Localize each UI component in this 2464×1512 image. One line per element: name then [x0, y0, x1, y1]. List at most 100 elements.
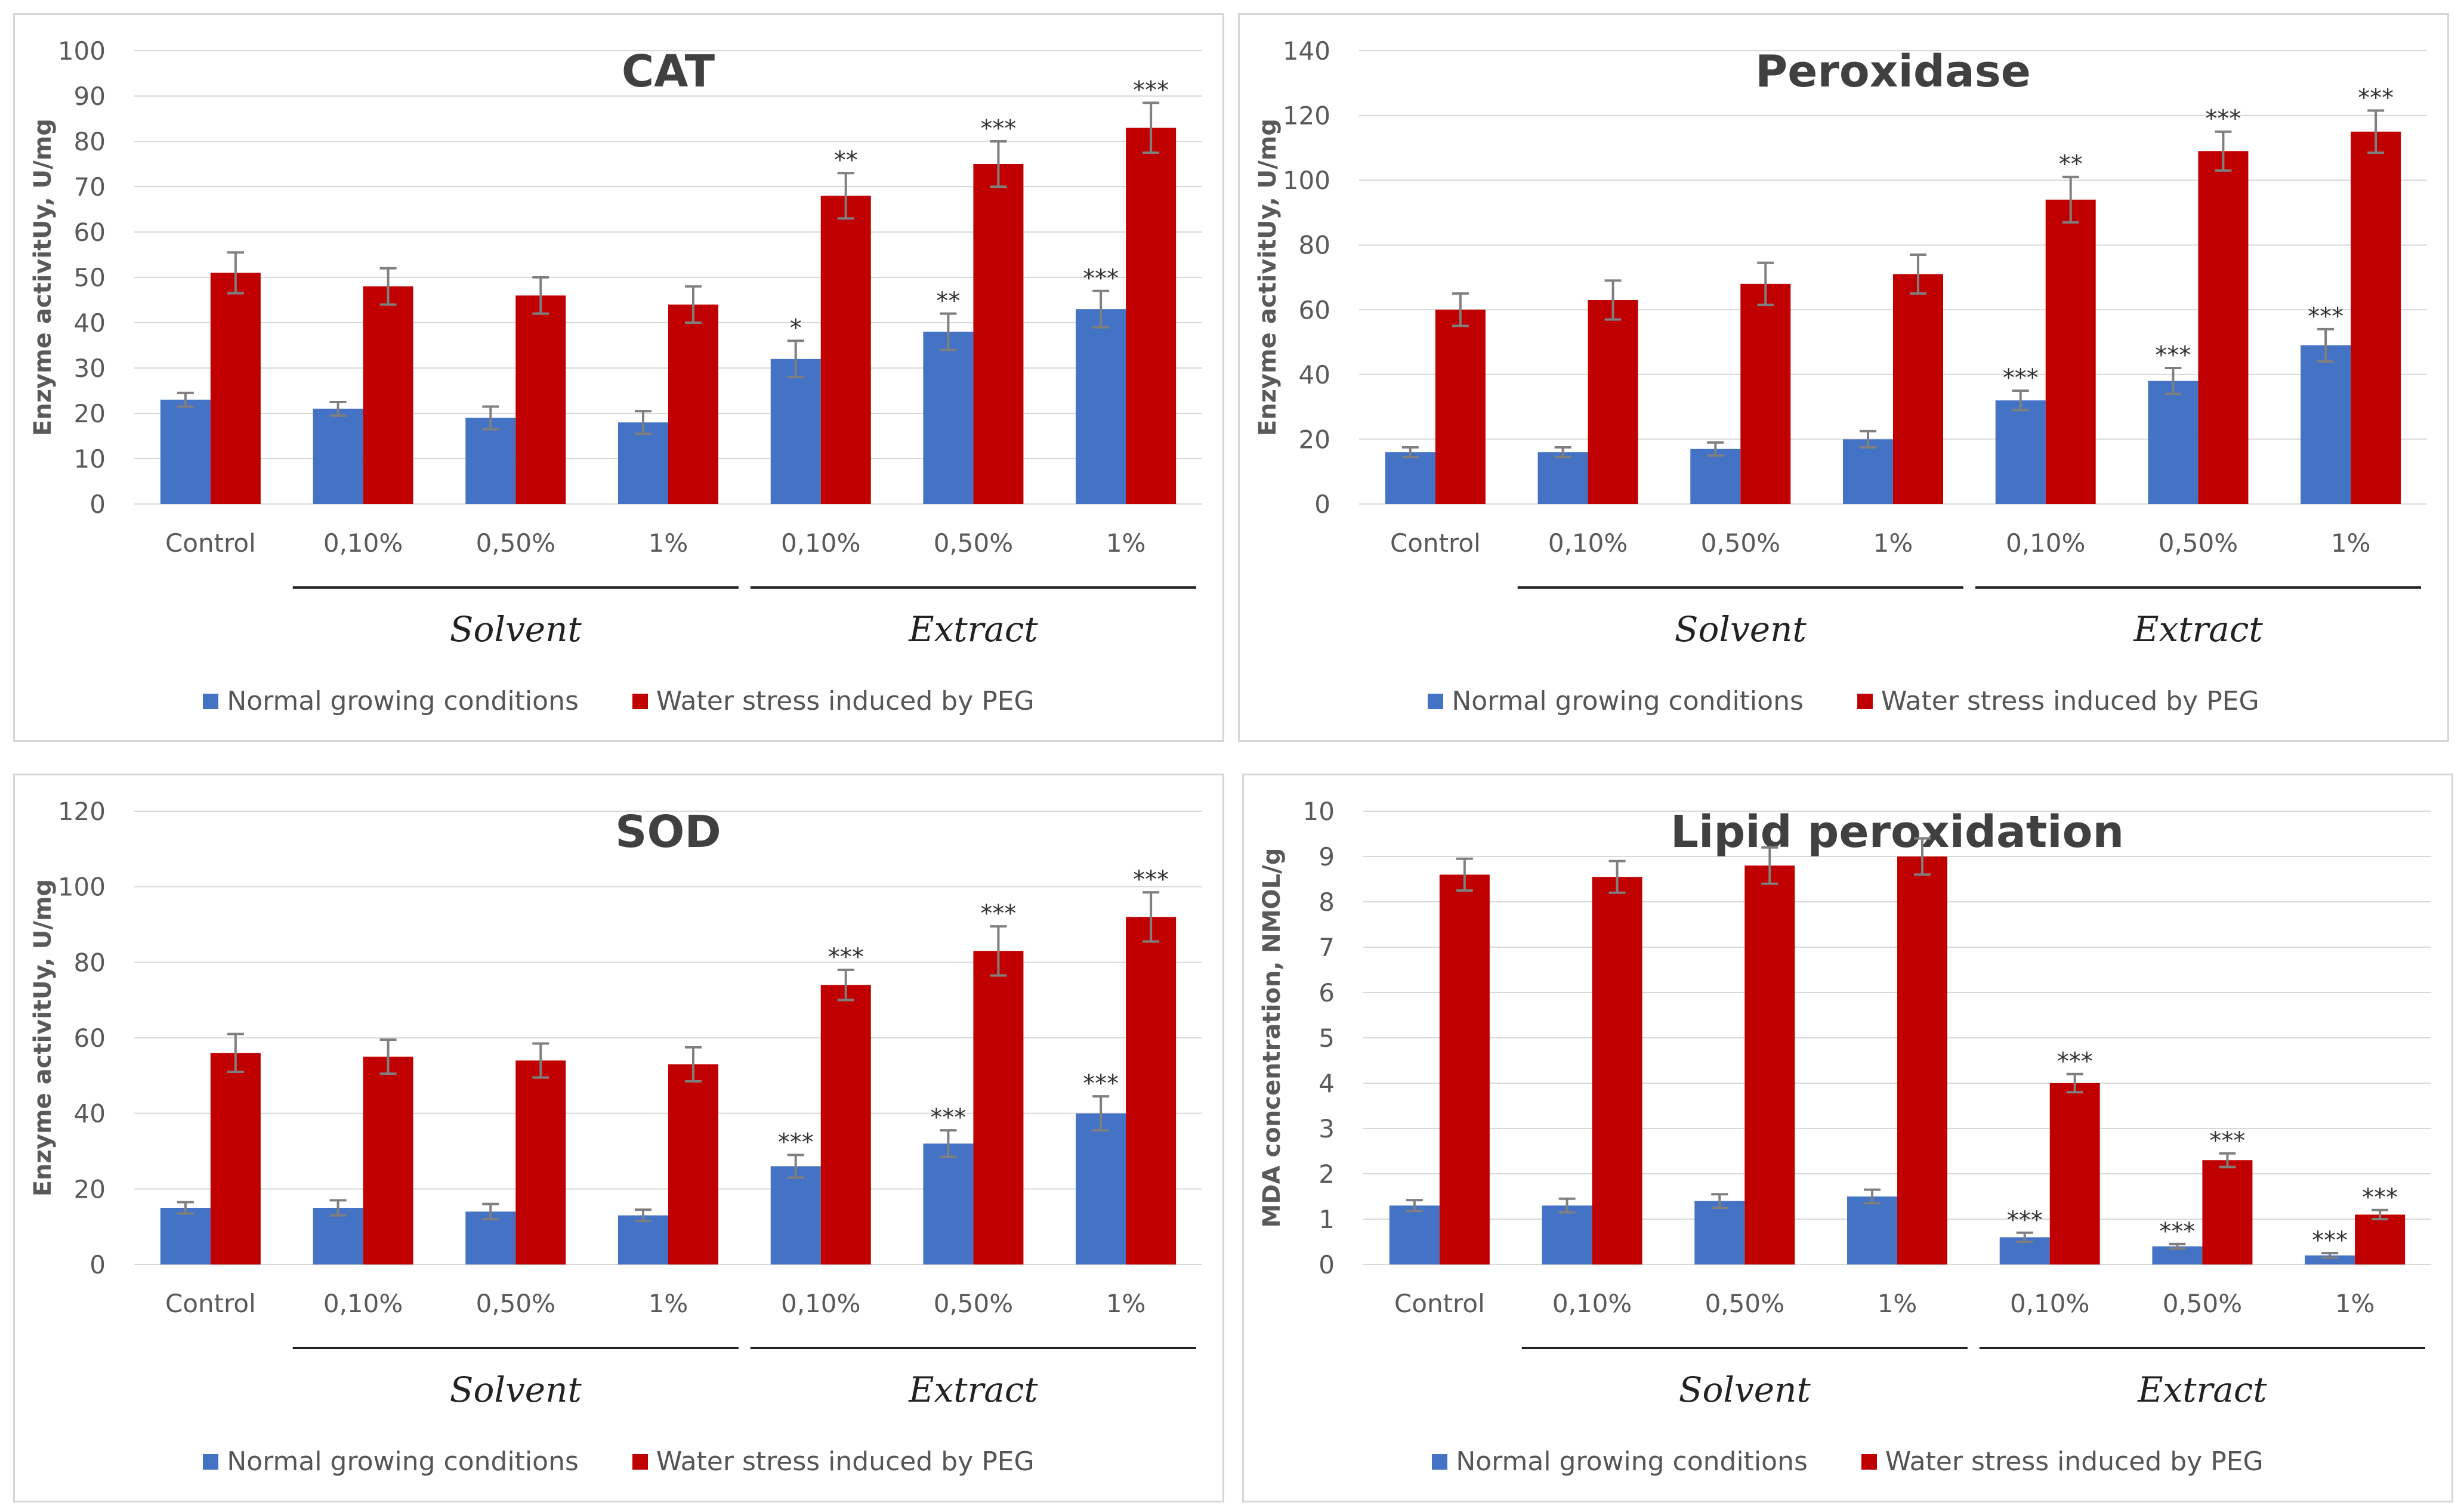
x-tick-label: 1% — [1878, 1289, 1918, 1318]
y-tick-label: 8 — [1319, 888, 1335, 917]
x-tick-label: 1% — [1873, 528, 1913, 558]
x-tick-label: 0,10% — [1552, 1289, 1632, 1318]
chart-title: Peroxidase — [1755, 46, 2031, 97]
chart-panel-cat: 0 10 20 30 40 50 60 70 80 90 100 CAT Enzyme activitU… — [13, 13, 1224, 742]
y-tick-label: 7 — [1319, 933, 1335, 962]
y-tick-label: 60 — [74, 1024, 106, 1053]
bar-normal — [313, 1208, 363, 1264]
y-tick-label: 40 — [1299, 360, 1330, 389]
bar-normal — [618, 422, 668, 504]
significance-label: *** — [1133, 866, 1169, 893]
bar-stress — [820, 985, 871, 1264]
bar-stress — [210, 1053, 261, 1264]
y-tick-label: 1 — [1319, 1205, 1335, 1234]
x-tick-label: 1% — [1106, 1289, 1146, 1318]
y-tick-label: 0 — [89, 490, 106, 519]
significance-label: *** — [2205, 106, 2241, 133]
x-tick-label: Control — [1394, 1289, 1485, 1318]
x-tick-label: 0,50% — [2163, 1289, 2242, 1318]
y-tick-label: 140 — [1283, 36, 1330, 66]
legend-swatch-stress — [632, 693, 648, 709]
group-label-extract: Extract — [908, 1369, 1038, 1410]
x-tick-label: 0,50% — [476, 1289, 555, 1318]
legend-label-normal: Normal growing conditions — [227, 686, 579, 716]
y-tick-label: 100 — [1283, 166, 1330, 195]
x-tick-label: 0,10% — [2010, 1289, 2089, 1318]
chart-title: SOD — [615, 806, 721, 858]
bar-normal — [923, 1143, 974, 1264]
chart-peroxidase: 0 20 40 60 80 100 120 140 Peroxidase Enzyme activ… — [1254, 36, 2427, 650]
y-tick-label: 30 — [74, 354, 106, 383]
significance-label: *** — [2358, 84, 2394, 112]
significance-label: *** — [2159, 1218, 2195, 1245]
bar-normal — [770, 1166, 821, 1264]
bar-stress — [515, 295, 566, 504]
group-label-solvent: Solvent — [1675, 609, 1807, 650]
y-tick-label: 100 — [58, 873, 106, 902]
legend-swatch-normal — [1432, 1454, 1448, 1470]
bar-stress — [2202, 1160, 2253, 1264]
x-tick-label: 0,50% — [934, 528, 1013, 558]
y-tick-label: 80 — [74, 948, 106, 977]
y-tick-label: 0 — [89, 1250, 106, 1279]
legend-label-stress: Water stress induced by PEG — [656, 686, 1035, 716]
y-tick-label: 10 — [74, 444, 106, 474]
bar-normal — [923, 332, 974, 504]
y-tick-label: 100 — [58, 36, 106, 66]
significance-label: ** — [2059, 151, 2083, 178]
bar-stress — [363, 1056, 413, 1264]
y-tick-label: 5 — [1319, 1024, 1335, 1053]
chart-lipid-peroxidation: 0 1 2 3 4 5 6 7 8 9 10 Lipid peroxidation MDA concen… — [1258, 797, 2431, 1410]
x-tick-label: 0,10% — [2006, 528, 2085, 558]
bar-normal — [465, 418, 516, 504]
bar-normal — [1389, 1205, 1440, 1264]
bar-normal — [1076, 1113, 1126, 1264]
legend-item-normal: Normal growing conditions — [203, 686, 579, 716]
chart-panel-peroxidase: 0 20 40 60 80 100 120 140 Peroxidase Enzyme activ… — [1238, 13, 2449, 742]
legend: Normal growing conditions Water stress i… — [1244, 1446, 2451, 1477]
significance-label: *** — [2362, 1184, 2398, 1211]
legend-swatch-normal — [1428, 693, 1444, 709]
y-tick-label: 0 — [1319, 1250, 1335, 1279]
y-tick-label: 3 — [1319, 1114, 1335, 1143]
bar-stress — [668, 304, 718, 504]
bar-stress — [1126, 128, 1177, 504]
y-axis-label: Enzyme activitUy, U/mg — [29, 119, 57, 436]
significance-label: *** — [2155, 342, 2191, 369]
y-tick-label: 6 — [1319, 978, 1335, 1007]
significance-label: ** — [936, 287, 960, 315]
bar-normal — [2305, 1255, 2355, 1264]
x-tick-label: Control — [165, 1289, 256, 1318]
y-axis-label: MDA concentration, NMOL/g — [1258, 848, 1286, 1228]
x-tick-label: 0,50% — [934, 1289, 1013, 1318]
chart-panel-sod: 0 20 40 60 80 100 120 SOD Enzyme activitUy, U/mg… — [13, 774, 1224, 1502]
x-tick-label: 0,10% — [323, 1289, 403, 1318]
x-tick-label: 1% — [1106, 528, 1146, 558]
x-tick-label: 0,50% — [476, 528, 555, 558]
chart-title: CAT — [622, 46, 715, 97]
significance-label: *** — [980, 115, 1016, 143]
bar-normal — [160, 1208, 211, 1264]
bar-normal — [1690, 449, 1741, 504]
y-axis-label: Enzyme activitUy, U/mg — [1254, 119, 1282, 436]
significance-label: *** — [980, 900, 1016, 927]
legend-item-stress: Water stress induced by PEG — [1857, 686, 2259, 716]
y-tick-label: 80 — [74, 127, 106, 156]
legend-swatch-stress — [632, 1454, 648, 1470]
legend-label-stress: Water stress induced by PEG — [1885, 1446, 2264, 1477]
x-tick-label: 0,10% — [781, 1289, 860, 1318]
x-tick-label: 1% — [649, 1289, 688, 1318]
legend: Normal growing conditions Water stress i… — [15, 686, 1222, 716]
bar-stress — [2351, 131, 2401, 504]
significance-label: * — [790, 314, 802, 342]
chart-panel-lipid: 0 1 2 3 4 5 6 7 8 9 10 Lipid peroxidation MDA concen… — [1242, 774, 2453, 1502]
significance-label: *** — [930, 1104, 966, 1131]
group-label-solvent: Solvent — [1679, 1369, 1811, 1410]
y-tick-label: 20 — [74, 399, 106, 428]
y-tick-label: 9 — [1319, 842, 1335, 871]
legend-item-normal: Normal growing conditions — [203, 1446, 579, 1477]
x-tick-label: 0,50% — [1701, 528, 1780, 558]
significance-label: *** — [2057, 1048, 2093, 1075]
bar-stress — [1435, 310, 1486, 504]
y-tick-label: 10 — [1303, 797, 1335, 826]
